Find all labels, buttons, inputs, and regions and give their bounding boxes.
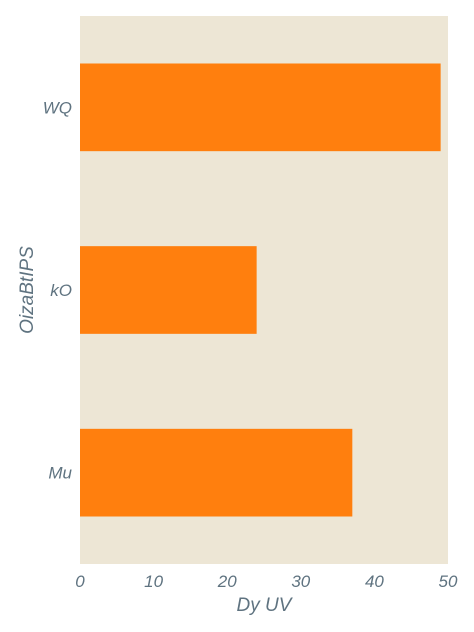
- x-axis-title: Dy UV: [237, 595, 294, 616]
- x-tick-label: 10: [144, 572, 163, 591]
- bar-Mu: [80, 428, 353, 517]
- x-tick-label: 40: [365, 572, 384, 591]
- bar-WQ: [80, 63, 441, 152]
- bar-kO: [80, 246, 257, 334]
- x-tick-label: 30: [291, 572, 310, 591]
- bars-group: [80, 63, 441, 517]
- x-tick-labels: 0 10 20 30 40 50: [75, 572, 458, 591]
- y-tick-label: WQ: [43, 98, 72, 117]
- y-axis-title: OizaBtIPS: [17, 246, 38, 334]
- y-tick-label: kO: [50, 281, 72, 300]
- x-tick-label: 20: [217, 572, 237, 591]
- x-tick-label: 50: [439, 572, 458, 591]
- y-tick-labels: WQ kO Mu: [43, 98, 73, 482]
- x-tick-label: 0: [75, 572, 85, 591]
- y-tick-label: Mu: [48, 464, 72, 483]
